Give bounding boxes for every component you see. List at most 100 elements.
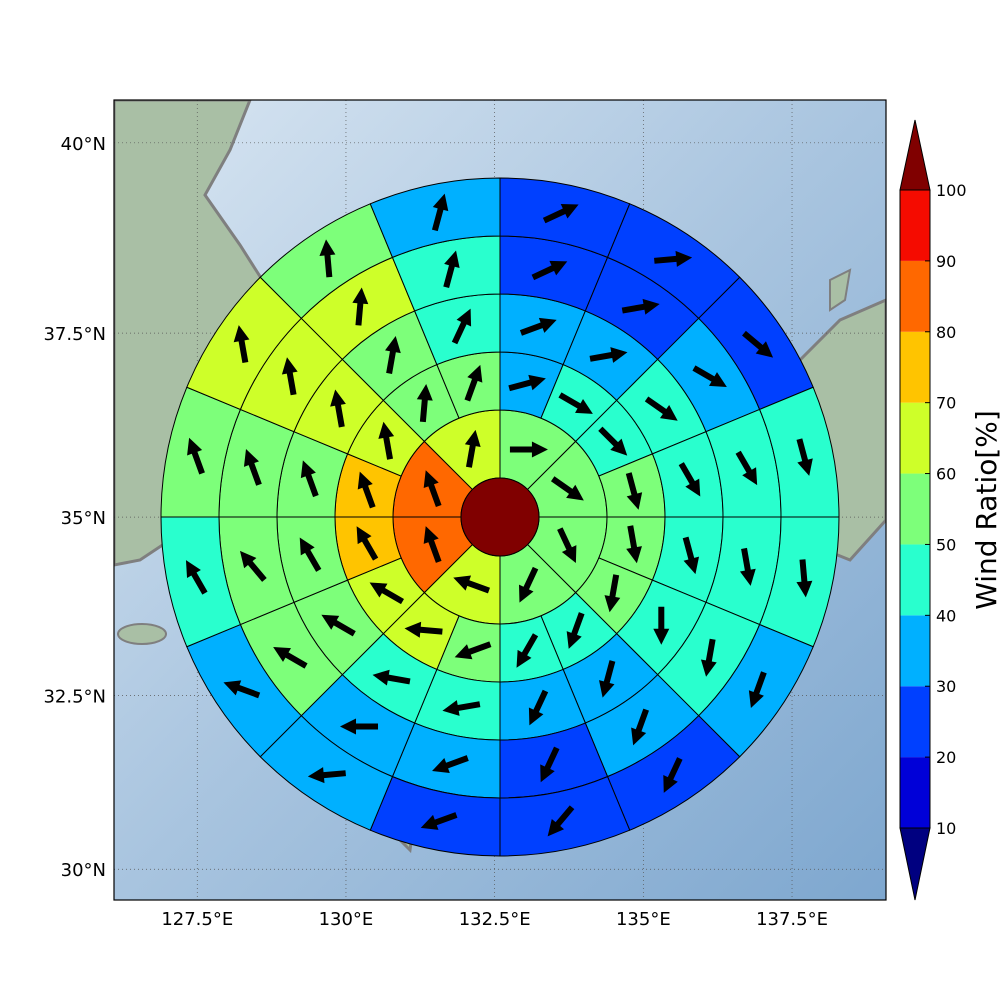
colorbar-tick-label: 20 xyxy=(936,748,956,767)
wind-arrow xyxy=(319,239,336,278)
wind-arrow xyxy=(558,392,593,414)
colorbar-tick-label: 100 xyxy=(936,181,967,200)
wind-arrow xyxy=(423,526,442,563)
wind-arrow xyxy=(528,689,549,726)
colorbar-bin xyxy=(900,473,930,545)
wind-arrow xyxy=(464,364,483,402)
wind-arrow xyxy=(443,250,460,289)
wind-arrow xyxy=(599,660,616,698)
wind-arrow xyxy=(557,527,577,564)
wind-arrow xyxy=(185,560,208,595)
colorbar-tick-label: 30 xyxy=(936,677,956,696)
wind-arrow xyxy=(372,669,411,686)
wind-arrow xyxy=(420,812,458,830)
wind-arrow xyxy=(654,250,693,267)
wind-arrow xyxy=(739,547,756,586)
center-cell xyxy=(460,477,540,557)
wind-arrow xyxy=(330,389,346,428)
wind-arrow xyxy=(516,633,539,668)
wind-arrow xyxy=(281,357,298,396)
colorbar-bin xyxy=(900,260,930,332)
colorbar-bin xyxy=(900,544,930,616)
colorbar-bin xyxy=(900,757,930,828)
sector xyxy=(369,177,501,259)
x-tick-label: 127.5°E xyxy=(161,909,233,930)
colorbar-tick-label: 90 xyxy=(936,252,956,271)
colorbar-bin xyxy=(900,331,930,403)
wind-arrow xyxy=(299,537,322,572)
y-tick-label: 32.5°N xyxy=(43,687,106,708)
wind-arrow xyxy=(678,462,701,497)
wind-arrow xyxy=(566,612,585,649)
y-tick-label: 35°N xyxy=(61,508,106,529)
y-tick-label: 40°N xyxy=(61,134,106,155)
wind-arrow xyxy=(748,671,767,709)
wind-arrow xyxy=(742,330,774,358)
wind-arrow xyxy=(339,718,378,735)
wind-arrow xyxy=(625,472,643,510)
wind-arrow xyxy=(626,525,642,564)
wind-arrow xyxy=(321,614,356,637)
wind-arrow xyxy=(453,575,491,594)
wind-arrow xyxy=(454,641,492,660)
y-tick-label: 37.5°N xyxy=(43,324,106,345)
wind-arrow xyxy=(653,606,670,645)
wind-arrow xyxy=(432,755,469,774)
jeju-land xyxy=(117,623,167,645)
colorbar-bin xyxy=(900,686,930,758)
sado-land xyxy=(829,268,852,312)
colorbar-tick-label: 70 xyxy=(936,394,956,413)
wind-arrow xyxy=(518,566,539,603)
wind-arrow xyxy=(187,437,205,475)
wind-arrow xyxy=(519,317,557,336)
wind-arrow xyxy=(631,708,649,746)
wind-arrow xyxy=(243,449,262,486)
wind-sectors xyxy=(160,177,840,857)
wind-arrow xyxy=(508,374,546,392)
wind-arrow xyxy=(239,550,267,582)
wind-arrow xyxy=(223,680,261,699)
wind-arrow xyxy=(385,335,401,374)
wind-arrow xyxy=(540,746,560,783)
colorbar-tick-label: 10 xyxy=(936,819,956,838)
axis-ticks: 127.5°E 130°E 132.5°E 135°E 137.5°E 30°N 32.5°… xyxy=(43,134,828,930)
colorbar-tick-label: 50 xyxy=(936,535,956,554)
colorbar-tick-label: 60 xyxy=(936,465,956,484)
y-tick-label: 30°N xyxy=(61,860,106,881)
wind-arrow xyxy=(589,347,628,363)
wind-arrow xyxy=(273,647,308,669)
wind-arrow xyxy=(416,383,433,423)
wind-arrow xyxy=(547,805,575,837)
colorbar-bin xyxy=(900,402,930,474)
wind-arrow xyxy=(464,429,481,468)
wind-arrow xyxy=(357,471,376,509)
wind-arrow xyxy=(509,441,548,458)
wind-arrow xyxy=(442,700,481,716)
wind-arrow xyxy=(682,536,700,575)
wind-arrow xyxy=(796,559,813,598)
wind-arrow xyxy=(300,460,319,498)
wind-arrow xyxy=(644,396,678,421)
colorbar: 10 20 30 40 50 60 70 80 90 100 xyxy=(899,119,967,901)
x-tick-label: 137.5°E xyxy=(756,909,828,930)
wind-arrow xyxy=(307,767,346,784)
colorbar-bin xyxy=(900,190,930,261)
wind-arrows xyxy=(185,193,813,837)
x-tick-label: 130°E xyxy=(319,909,374,930)
wind-arrow xyxy=(352,287,369,326)
colorbar-label: Wind Ratio[%] xyxy=(970,410,1000,610)
colorbar-tick-label: 40 xyxy=(936,606,956,625)
wind-arrow xyxy=(692,365,727,387)
wind-arrow xyxy=(423,470,442,508)
colorbar-over xyxy=(899,119,931,191)
wind-arrow xyxy=(542,204,579,224)
wind-arrow xyxy=(604,574,621,613)
x-tick-label: 132.5°E xyxy=(459,909,531,930)
wind-arrow xyxy=(404,621,443,638)
wind-arrow xyxy=(233,325,250,364)
wind-arrow xyxy=(796,438,813,476)
colorbar-frame xyxy=(899,189,931,829)
wind-arrow xyxy=(700,638,717,677)
wind-arrow xyxy=(550,476,584,501)
